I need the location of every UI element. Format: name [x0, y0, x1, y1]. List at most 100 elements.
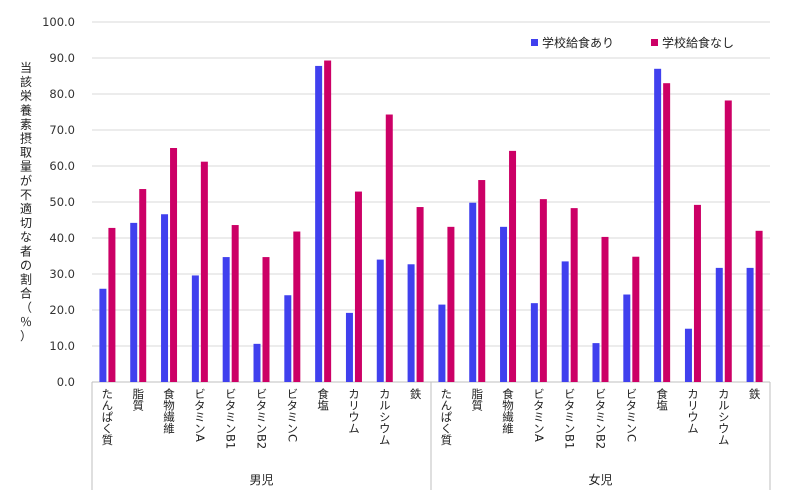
- y-axis-label-char: 適: [20, 201, 32, 216]
- y-axis-label-char: 取: [20, 146, 32, 160]
- y-axis-label-char: が: [20, 173, 32, 188]
- bar-男児-ビタミンC-with-lunch: [284, 295, 292, 382]
- y-axis-label-char: 当: [20, 61, 32, 75]
- bar-男児-ビタミンB2-with-lunch: [253, 343, 261, 382]
- y-axis-label-char: の: [20, 258, 32, 272]
- bar-男児-鉄-with-lunch: [407, 264, 415, 382]
- x-tick-label: 脂質: [131, 387, 145, 412]
- bar-男児-食物繊維-with-lunch: [161, 214, 169, 382]
- bar-女児-ビタミンC-with-lunch: [623, 294, 631, 382]
- y-axis-label-char: 摂: [20, 131, 32, 146]
- x-tick-label: ビタミンA: [193, 388, 207, 442]
- y-axis-label-char: 合: [20, 286, 32, 301]
- x-tick-label: 鉄: [748, 387, 762, 399]
- bar-女児-ビタミンB2-with-lunch: [592, 343, 600, 382]
- bar-男児-ビタミンB2-without-lunch: [262, 257, 270, 382]
- bar-男児-カリウム-without-lunch: [354, 191, 362, 382]
- x-tick-label: カリウム: [347, 388, 361, 434]
- bar-女児-ビタミンB2-without-lunch: [601, 236, 609, 382]
- group-label: 女児: [588, 472, 612, 487]
- bar-女児-ビタミンB1-with-lunch: [561, 261, 569, 382]
- bar-男児-たんぱく質-without-lunch: [108, 227, 116, 382]
- bar-男児-ビタミンC-without-lunch: [293, 231, 301, 382]
- legend-swatch: [651, 39, 658, 46]
- x-tick-label: ビタミンB1: [224, 388, 238, 449]
- bars: [99, 60, 763, 383]
- bar-女児-カリウム-with-lunch: [684, 328, 692, 382]
- bar-男児-カリウム-with-lunch: [345, 312, 353, 382]
- x-tick-label: 食塩: [655, 387, 669, 411]
- bar-男児-ビタミンB1-without-lunch: [231, 225, 239, 382]
- bar-男児-食塩-with-lunch: [315, 65, 323, 383]
- x-tick-label: ビタミンC: [624, 388, 638, 442]
- bar-男児-鉄-without-lunch: [416, 207, 424, 382]
- bar-女児-カリウム-without-lunch: [693, 204, 701, 382]
- bar-男児-カルシウム-without-lunch: [385, 114, 393, 383]
- x-tick-label: たんぱく質: [100, 388, 114, 446]
- legend: 学校給食あり 学校給食なし: [531, 35, 734, 50]
- y-axis-label-char: 切: [20, 216, 32, 230]
- bar-男児-たんぱく質-with-lunch: [99, 288, 107, 382]
- bar-女児-鉄-with-lunch: [746, 267, 754, 382]
- y-axis-label-char: 量: [20, 160, 32, 174]
- legend-swatch: [531, 39, 538, 46]
- bar-女児-食塩-without-lunch: [663, 83, 671, 382]
- bar-女児-ビタミンB1-without-lunch: [570, 208, 578, 382]
- y-axis-label-char: 該: [20, 74, 32, 89]
- y-axis-label-char: 者: [20, 244, 32, 258]
- bar-女児-食物繊維-without-lunch: [509, 150, 517, 382]
- bar-女児-ビタミンA-without-lunch: [539, 199, 547, 382]
- x-axis: たんぱく質 脂質 食物繊維 ビタミンA ビタミンB1 ビタミンB2 ビタミンC 食塩 カリウム カ…: [91, 382, 771, 490]
- y-axis-label-char: ）: [20, 329, 32, 343]
- x-tick-label: たんぱく質: [439, 388, 453, 446]
- x-tick-label: 脂質: [470, 387, 484, 412]
- x-tick-label: ビタミンA: [532, 388, 546, 442]
- x-tick-label: 食物繊維: [162, 387, 176, 434]
- y-axis-label-char: 不: [20, 188, 32, 202]
- bar-女児-鉄-without-lunch: [755, 230, 763, 382]
- y-tick-label: 90.0: [49, 51, 75, 65]
- bar-男児-ビタミンB1-with-lunch: [222, 257, 230, 382]
- bar-女児-カルシウム-without-lunch: [724, 100, 732, 382]
- x-tick-label: ビタミンB2: [255, 388, 269, 449]
- x-tick-label: ビタミンB1: [563, 388, 577, 449]
- y-axis-label-char: 割: [20, 272, 32, 287]
- x-tick-label: カルシウム: [378, 388, 392, 446]
- bar-男児-脂質-without-lunch: [139, 189, 147, 382]
- bar-男児-脂質-with-lunch: [130, 222, 138, 382]
- bar-女児-脂質-without-lunch: [478, 180, 486, 382]
- y-tick-label: 10.0: [49, 339, 75, 353]
- bar-女児-たんぱく質-with-lunch: [438, 304, 446, 382]
- x-tick-label: カリウム: [686, 388, 700, 434]
- y-tick-label: 20.0: [49, 303, 75, 317]
- bar-男児-カルシウム-with-lunch: [376, 259, 384, 382]
- y-tick-label: 60.0: [49, 159, 75, 173]
- y-tick-label: 0.0: [57, 375, 75, 389]
- legend-label: 学校給食なし: [662, 35, 734, 50]
- bar-女児-たんぱく質-without-lunch: [447, 226, 455, 382]
- y-axis-label-char: ％: [20, 315, 32, 329]
- y-axis-label-char: 養: [20, 102, 32, 117]
- y-tick-label: 70.0: [49, 123, 75, 137]
- y-tick-label: 80.0: [49, 87, 75, 101]
- y-tick-label: 100.0: [42, 15, 75, 29]
- y-tick-label: 30.0: [49, 267, 75, 281]
- bar-女児-脂質-with-lunch: [469, 202, 477, 382]
- y-tick-label: 40.0: [49, 231, 75, 245]
- y-axis-label-char: 素: [20, 117, 32, 131]
- x-tick-label: 食物繊維: [501, 387, 515, 434]
- y-tick-label: 50.0: [49, 195, 75, 209]
- y-axis-ticks: 0.0 10.0 20.0 30.0 40.0 50.0 60.0 70.0 80.0 90.0 1…: [42, 15, 75, 389]
- bar-女児-食物繊維-with-lunch: [500, 226, 508, 382]
- bar-女児-ビタミンA-with-lunch: [530, 303, 538, 382]
- y-axis-label-char: な: [20, 230, 32, 244]
- y-axis-label-char: （: [20, 301, 32, 315]
- bar-女児-食塩-with-lunch: [654, 68, 662, 383]
- x-tick-label: ビタミンC: [285, 388, 299, 442]
- bar-男児-ビタミンA-without-lunch: [200, 161, 208, 382]
- x-tick-label: 鉄: [409, 387, 423, 399]
- bar-男児-ビタミンA-with-lunch: [191, 275, 199, 382]
- legend-label: 学校給食あり: [542, 35, 614, 50]
- bar-男児-食物繊維-without-lunch: [170, 148, 178, 382]
